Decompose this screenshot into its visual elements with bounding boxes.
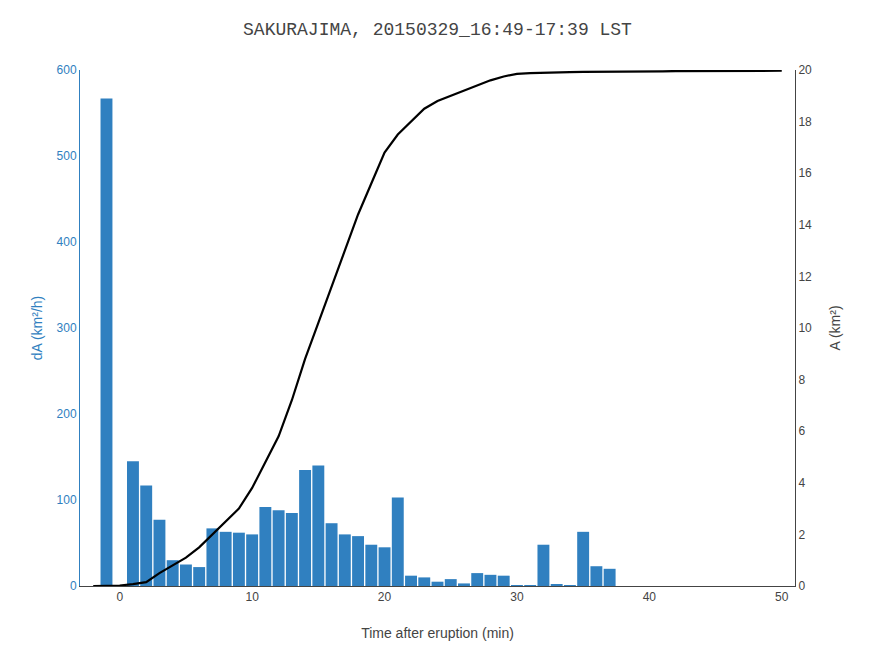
svg-text:Time after eruption (min): Time after eruption (min) bbox=[361, 625, 514, 641]
svg-text:200: 200 bbox=[57, 407, 77, 421]
svg-text:4: 4 bbox=[798, 476, 805, 490]
svg-text:100: 100 bbox=[57, 493, 77, 507]
svg-text:50: 50 bbox=[775, 590, 789, 604]
svg-text:8: 8 bbox=[798, 373, 805, 387]
svg-text:18: 18 bbox=[798, 115, 812, 129]
svg-text:0: 0 bbox=[798, 579, 805, 593]
svg-text:20: 20 bbox=[798, 63, 812, 77]
svg-text:10: 10 bbox=[245, 590, 259, 604]
svg-text:500: 500 bbox=[57, 149, 77, 163]
svg-text:400: 400 bbox=[57, 235, 77, 249]
svg-text:SAKURAJIMA, 20150329_16:49-17:: SAKURAJIMA, 20150329_16:49-17:39 LST bbox=[243, 20, 632, 40]
svg-text:20: 20 bbox=[378, 590, 392, 604]
svg-text:2: 2 bbox=[798, 528, 805, 542]
svg-text:0: 0 bbox=[70, 579, 77, 593]
svg-text:12: 12 bbox=[798, 270, 812, 284]
svg-text:A (km²): A (km²) bbox=[827, 305, 843, 350]
svg-text:40: 40 bbox=[643, 590, 657, 604]
svg-text:14: 14 bbox=[798, 218, 812, 232]
svg-text:10: 10 bbox=[798, 321, 812, 335]
svg-text:6: 6 bbox=[798, 424, 805, 438]
svg-text:300: 300 bbox=[57, 321, 77, 335]
svg-text:16: 16 bbox=[798, 166, 812, 180]
svg-text:600: 600 bbox=[57, 63, 77, 77]
svg-text:0: 0 bbox=[116, 590, 123, 604]
svg-text:dA (km²/h): dA (km²/h) bbox=[29, 296, 45, 361]
svg-text:30: 30 bbox=[510, 590, 524, 604]
